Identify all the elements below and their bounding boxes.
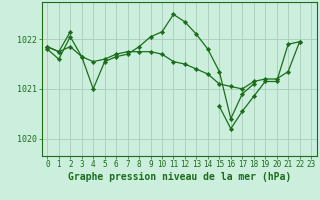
X-axis label: Graphe pression niveau de la mer (hPa): Graphe pression niveau de la mer (hPa) — [68, 172, 291, 182]
